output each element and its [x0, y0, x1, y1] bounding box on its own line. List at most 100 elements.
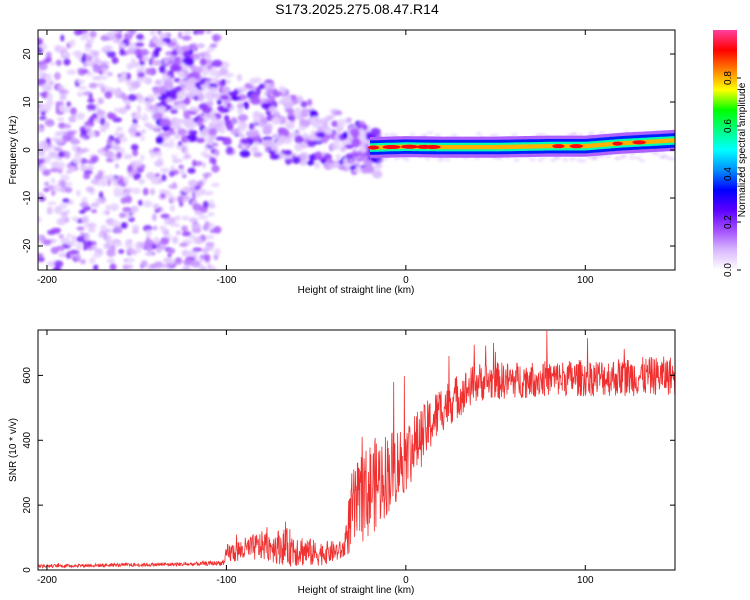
spectrogram-noise-cell	[90, 155, 99, 163]
spectrogram-transition-cell	[197, 118, 203, 128]
spectrogram-noise-cell	[99, 61, 107, 67]
colorbar-tick-label: 0.2	[723, 215, 734, 229]
spectrogram-transition-cell	[208, 67, 218, 77]
spectrogram-noise-cell	[76, 235, 86, 243]
spectrogram-noise-cell	[45, 51, 52, 58]
spectrogram-noise-cell	[66, 101, 72, 108]
spectrogram-noise-cell	[60, 237, 70, 245]
spectrogram-noise-cell	[168, 184, 178, 190]
spectrogram-transition-cell	[222, 107, 230, 113]
spectrogram-transition-cell	[299, 119, 311, 128]
spectrogram-noise-cell	[119, 136, 128, 143]
spectrogram-noise-cell	[175, 223, 180, 228]
spectrogram-noise-cell	[178, 168, 186, 175]
spectrogram-transition-cell	[332, 110, 339, 116]
spectrogram-transition-cell	[173, 78, 180, 83]
spectrogram-noise-cell	[154, 173, 160, 178]
spectrogram-transition-cell	[153, 93, 162, 98]
spectrogram-noise-cell	[176, 195, 184, 203]
spectrogram-noise-cell	[105, 157, 115, 163]
spectrogram-noise-cell	[205, 235, 215, 240]
spectrogram-noise-cell	[178, 96, 183, 102]
spectrogram-transition-cell	[294, 135, 304, 144]
spectrogram-transition-cell	[169, 54, 175, 62]
spectrogram-transition-cell	[237, 114, 249, 122]
spectrogram-noise-cell	[88, 82, 98, 89]
spectrogram-wing-cell	[475, 131, 482, 135]
spectrogram-transition-cell	[152, 59, 161, 66]
spectrogram-transition-cell	[313, 121, 323, 129]
spectrogram-noise-cell	[120, 222, 128, 229]
spectrogram-noise-cell	[40, 110, 46, 116]
spectrogram-transition-cell	[264, 145, 271, 153]
spectrogram-noise-cell	[132, 159, 143, 167]
spectrogram-transition-cell	[258, 83, 266, 90]
snr-ytick-label: 200	[22, 496, 33, 513]
spectrogram-noise-cell	[110, 220, 121, 228]
spectrogram-transition-cell	[348, 135, 354, 142]
spectrogram-transition-cell	[151, 38, 162, 44]
spectrogram-noise-cell	[181, 35, 192, 41]
spectrogram-noise-cell	[159, 263, 170, 269]
spectrogram-noise-cell	[93, 264, 99, 270]
spectrogram-noise-cell	[152, 225, 158, 231]
spectrogram-noise-cell	[38, 143, 43, 150]
spectrogram-wing-cell	[598, 154, 605, 158]
spectrogram-noise-cell	[93, 65, 101, 73]
spectrogram-transition-cell	[177, 118, 189, 124]
spectrogram-noise-cell	[178, 164, 184, 170]
spectrogram-transition-cell	[374, 162, 383, 170]
spectrogram-noise-cell	[79, 259, 86, 265]
spectrogram-transition-cell	[346, 117, 352, 123]
spectrogram-wing-cell	[426, 131, 433, 135]
spectrogram-transition-cell	[158, 105, 167, 114]
spectrogram-transition-cell	[237, 123, 248, 131]
spectrogram-noise-cell	[60, 34, 65, 42]
spectrogram-noise-cell	[76, 112, 85, 120]
spectrogram-noise-cell	[101, 175, 111, 180]
spectrogram-transition-cell	[200, 84, 211, 89]
spectrogram-noise-cell	[167, 69, 175, 75]
spectrogram-noise-cell	[87, 228, 97, 233]
spectrogram-transition-cell	[335, 153, 341, 161]
spectrogram-transition-cell	[220, 79, 227, 84]
spectrogram-transition-cell	[314, 118, 322, 123]
spectrogram-noise-cell	[90, 178, 100, 185]
colorbar-tick-label: 0.6	[723, 119, 734, 133]
spectrogram-noise-cell	[55, 59, 62, 67]
spectrogram-noise-cell	[123, 153, 133, 160]
spectrogram-noise-cell	[91, 209, 98, 214]
spectrogram-noise-cell	[38, 164, 45, 172]
spectrogram-noise-cell	[76, 91, 84, 97]
spectrogram-transition-cell	[241, 137, 251, 145]
spectrogram-hotspot	[382, 145, 401, 150]
spectrogram-noise-cell	[181, 173, 187, 179]
snr-xlabel: Height of straight line (km)	[298, 585, 415, 596]
spectrogram-noise-cell	[213, 149, 220, 157]
spectrogram-noise-cell	[144, 122, 151, 128]
spectrogram-noise-cell	[188, 179, 198, 187]
spectrogram-transition-cell	[208, 87, 219, 92]
spectrogram-noise-cell	[162, 229, 168, 235]
spectrogram-noise-cell	[76, 226, 85, 231]
spectrogram-transition-cell	[269, 153, 280, 160]
spectrogram-noise-cell	[57, 117, 65, 122]
spectrogram-noise-cell	[182, 265, 191, 270]
spectrogram-noise-cell	[90, 202, 100, 208]
spectrogram-noise-cell	[38, 150, 46, 157]
spectrogram-transition-cell	[283, 129, 290, 137]
spectrogram-noise-cell	[149, 188, 156, 196]
spectrogram-noise-cell	[178, 200, 184, 207]
spectrogram-noise-cell	[123, 94, 129, 101]
spectrogram-transition-cell	[196, 137, 206, 144]
spectrogram-noise-cell	[121, 71, 127, 80]
spectrogram-noise-cell	[122, 206, 132, 212]
spectrogram-noise-cell	[196, 30, 205, 35]
spectrogram-noise-cell	[38, 70, 44, 78]
spectrogram-transition-cell	[250, 131, 258, 136]
spectrogram-transition-cell	[309, 109, 317, 115]
spectrogram-transition-cell	[230, 116, 238, 125]
spectrogram-noise-cell	[168, 170, 175, 177]
spectrogram-noise-cell	[80, 163, 86, 172]
